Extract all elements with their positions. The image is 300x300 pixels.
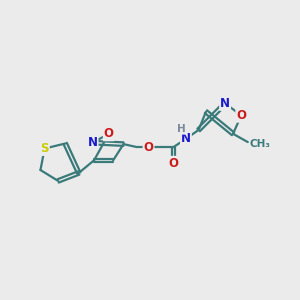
Text: H: H (177, 124, 186, 134)
Text: O: O (236, 109, 246, 122)
Text: O: O (169, 157, 178, 170)
Text: N: N (88, 136, 98, 149)
Text: CH₃: CH₃ (249, 139, 270, 148)
Text: O: O (143, 141, 154, 154)
Text: S: S (40, 142, 49, 155)
Text: O: O (104, 127, 114, 140)
Text: N: N (220, 97, 230, 110)
Text: N: N (181, 132, 191, 145)
